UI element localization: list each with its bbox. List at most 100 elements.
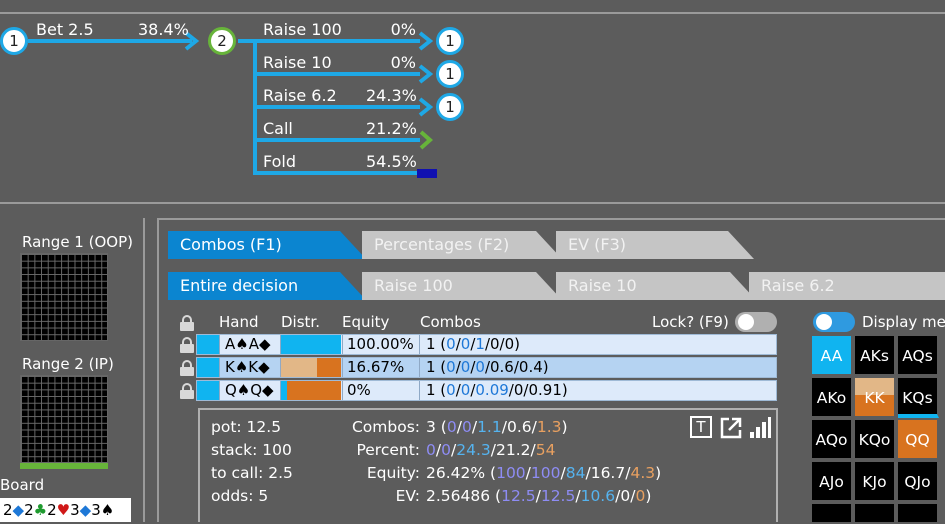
matrix-cell-aks[interactable]: AKs <box>855 336 896 376</box>
child-node-raise-100[interactable]: 1 <box>436 27 464 55</box>
combos-cell: 1 (0/0/1/0/0) <box>426 335 520 354</box>
root-node[interactable]: 1 <box>0 27 28 55</box>
tab-entire-decision[interactable]: Entire decision <box>168 272 366 300</box>
lock-all-icon[interactable] <box>180 315 194 331</box>
chart-icon[interactable] <box>748 416 772 440</box>
matrix-cell-partial[interactable] <box>812 504 853 524</box>
percent-value: 0/0/24.3/21.2/54 <box>426 441 555 459</box>
lock-toggle[interactable] <box>735 312 777 332</box>
percent-key: Percent: <box>356 441 420 459</box>
separator: / <box>435 441 442 459</box>
equity-key: Equity: <box>366 464 420 482</box>
tab-percentages[interactable]: Percentages (F2) <box>362 231 562 259</box>
combos-suffix: ) <box>542 358 549 376</box>
separator: / <box>508 381 514 399</box>
table-row[interactable]: Q♠Q◆ 0% 1 (0/0/0.09/0/0.91) <box>196 380 777 401</box>
matrix-cell-kqo[interactable]: KQo <box>855 420 896 460</box>
range-sidebar: Range 1 (OOP) Range 2 (IP) Board 2◆2♣2♥3… <box>0 218 145 522</box>
value-part: 0 <box>446 418 457 436</box>
table-row[interactable]: A♠A◆ 100.00% 1 (0/0/1/0/0) <box>196 334 777 355</box>
matrix-cell-partial[interactable] <box>898 504 939 524</box>
tab-combos[interactable]: Combos (F1) <box>168 231 366 259</box>
board-card-rank: 2 <box>3 501 13 519</box>
value-part: 0 <box>441 441 451 459</box>
tab-raise-6-2[interactable]: Raise 6.2 <box>749 272 945 300</box>
board-card-rank: 2 <box>47 501 57 519</box>
separator: / <box>530 441 536 459</box>
combos-cell: 1 (0/0/0/0.6/0.4) <box>426 358 549 377</box>
matrix-cell-kk[interactable]: KK <box>855 378 896 418</box>
table-row[interactable]: K♠K◆ 16.67% 1 (0/0/0/0.6/0.4) <box>196 357 777 378</box>
matrix-cell-qq[interactable]: QQ <box>898 420 939 460</box>
matrix-cell-kqs[interactable]: KQs <box>898 378 939 418</box>
tab-raise-10[interactable]: Raise 10 <box>556 272 756 300</box>
action-label-call: Call <box>263 119 293 138</box>
row-lock-icon[interactable] <box>180 383 194 399</box>
combos-key: Combos: <box>351 418 420 436</box>
row-lock-icon[interactable] <box>180 360 194 376</box>
action-pct-raise-10: 0% <box>390 53 416 72</box>
matrix-cell-aqo[interactable]: AQo <box>812 420 853 460</box>
ev-key: EV: <box>395 487 420 505</box>
matrix-cell-aqs[interactable]: AQs <box>898 336 939 376</box>
value-part: 12.5 <box>501 487 536 505</box>
text-view-icon[interactable]: T <box>690 416 712 438</box>
separator: / <box>560 464 566 482</box>
distr-bar-fold <box>317 358 341 377</box>
separator: / <box>484 335 490 353</box>
lock-toggle-label: Lock? (F9) <box>652 313 729 331</box>
combos-part: 0 <box>490 335 500 353</box>
matrix-cell-aa[interactable]: AA <box>812 336 853 376</box>
value-part: 100 <box>530 464 561 482</box>
range1-label: Range 1 (OOP) <box>22 233 133 251</box>
export-icon[interactable] <box>719 416 743 440</box>
tab-raise-100[interactable]: Raise 100 <box>362 272 562 300</box>
board-label: Board <box>0 476 45 494</box>
separator: / <box>615 487 621 505</box>
row-lock-icon[interactable] <box>180 337 194 353</box>
tab-ev[interactable]: EV (F3) <box>556 231 754 259</box>
combos-part: 0.09 <box>475 381 509 399</box>
separator: / <box>455 381 461 399</box>
combos-suffix: ) <box>514 335 521 353</box>
ev-value: 2.56486 (12.5/12.5/10.6/0/0) <box>426 487 651 505</box>
tree-lines <box>28 31 437 178</box>
distr-bar-call <box>281 358 317 377</box>
combos-part: 0 <box>460 381 471 399</box>
board-card-suit: ◆ <box>79 501 92 519</box>
hand-cell: Q♠Q◆ <box>225 381 274 399</box>
separator: / <box>513 358 519 376</box>
row-color-swatch <box>197 381 219 400</box>
separator: / <box>490 441 496 459</box>
board-card-rank: 3 <box>91 501 101 519</box>
combos-part: 0 <box>446 358 456 376</box>
separator: / <box>630 487 636 505</box>
matrix-cell-kjo[interactable]: KJo <box>855 462 896 502</box>
col-header-equity: Equity <box>342 313 390 331</box>
action-label-raise-6-2: Raise 6.2 <box>263 86 337 105</box>
board-cards[interactable]: 2◆2♣2♥3◆3♠ <box>0 498 131 522</box>
child-node-raise-10[interactable]: 1 <box>436 60 464 88</box>
bet-action-pct: 38.4% <box>138 20 189 39</box>
decision-tree-panel: 1 Bet 2.5 38.4% 2 Raise 100 0% 1 Raise 1… <box>0 0 945 205</box>
matrix-cell-ajo[interactable]: AJo <box>812 462 853 502</box>
separator: / <box>470 335 476 353</box>
hand-cell: A♠A◆ <box>225 335 271 353</box>
matrix-cell-ako[interactable]: AKo <box>812 378 853 418</box>
range2-thumbnail[interactable] <box>20 375 108 463</box>
child-node-raise-6-2[interactable]: 1 <box>436 93 464 121</box>
separator: / <box>456 418 462 436</box>
value-close: ) <box>655 464 662 482</box>
matrix-cell-partial[interactable] <box>855 504 896 524</box>
action-label-raise-100: Raise 100 <box>263 20 342 39</box>
display-toggle[interactable] <box>813 312 855 332</box>
matrix-cell-qjo[interactable]: QJo <box>898 462 939 502</box>
combos-value: 3 (0/0/1.1/0.6/1.3) <box>426 418 568 436</box>
separator: / <box>470 358 476 376</box>
board-card-suit: ♣ <box>33 501 48 519</box>
range1-thumbnail[interactable] <box>20 253 108 341</box>
value-part: 1.1 <box>477 418 502 436</box>
decision-node[interactable]: 2 <box>208 27 236 55</box>
action-pct-raise-100: 0% <box>390 20 416 39</box>
separator: / <box>471 418 478 436</box>
